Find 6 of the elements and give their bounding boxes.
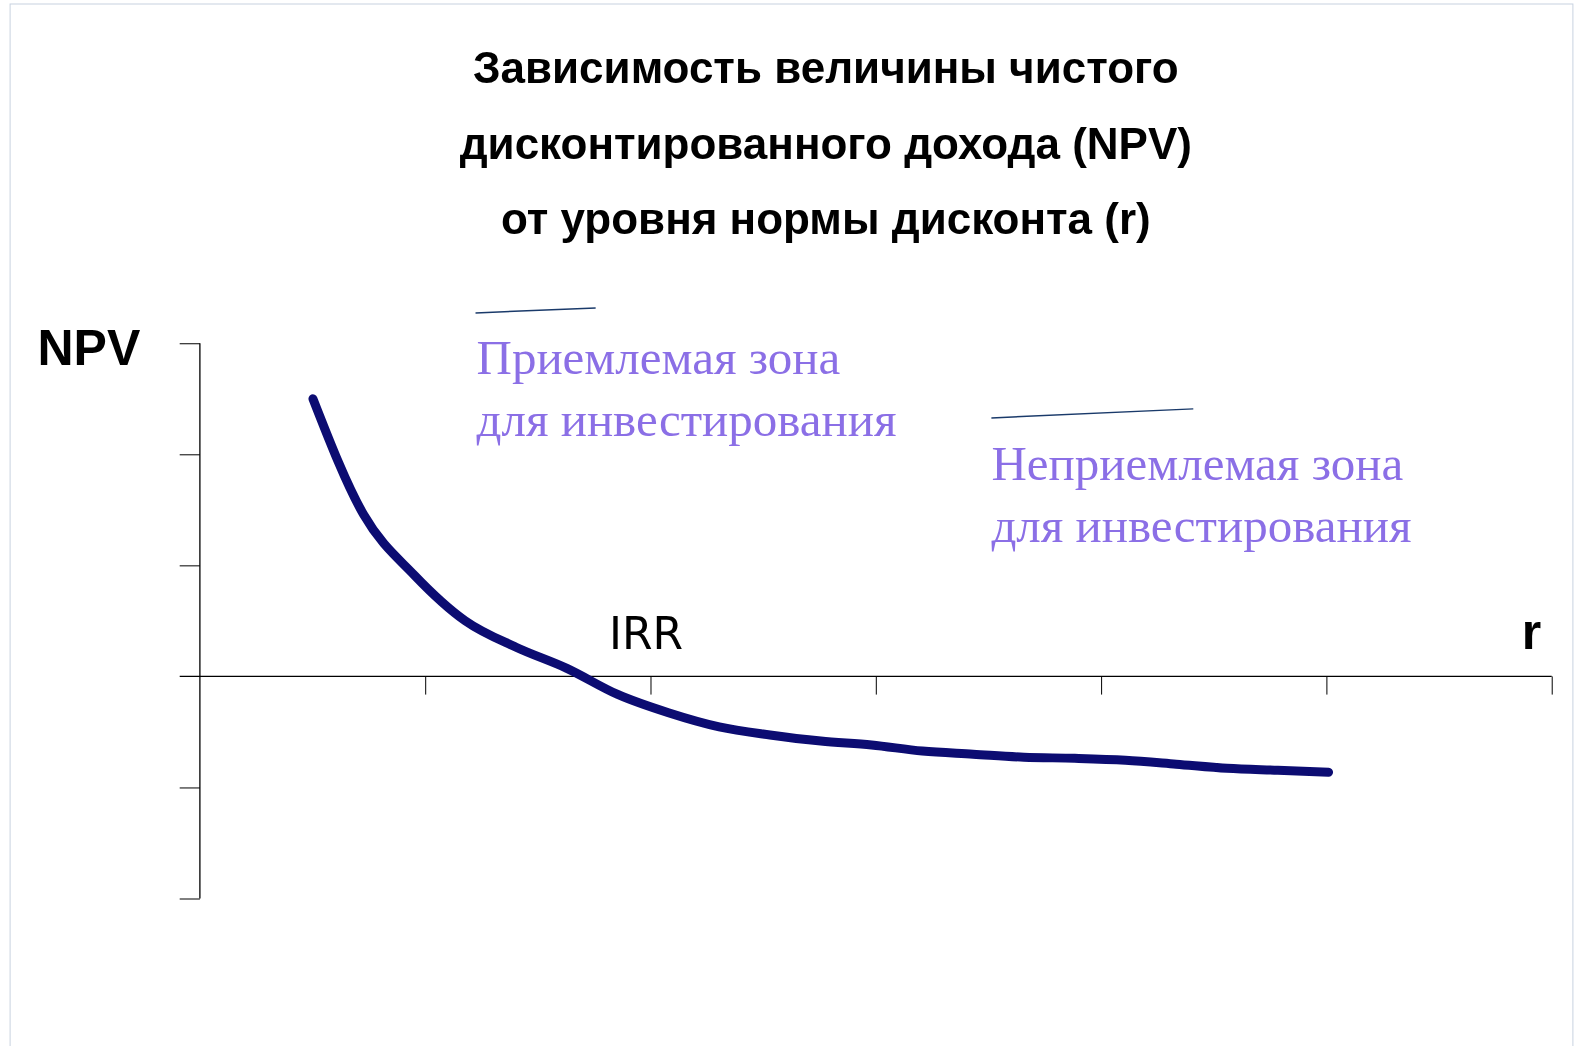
y-axis-title: NPV bbox=[37, 320, 141, 377]
annotation: Неприемлемая зона для инвестирования bbox=[991, 435, 1412, 554]
x-axis-title: r bbox=[1521, 604, 1542, 661]
annotation: IRR bbox=[609, 608, 684, 660]
chart-title: Зависимость величины чистого дисконтированного дохода (NPV) от уровня нормы дисконта (r) bbox=[459, 42, 1192, 244]
annotation: Приемлемая зона для инвестирования bbox=[476, 329, 897, 448]
